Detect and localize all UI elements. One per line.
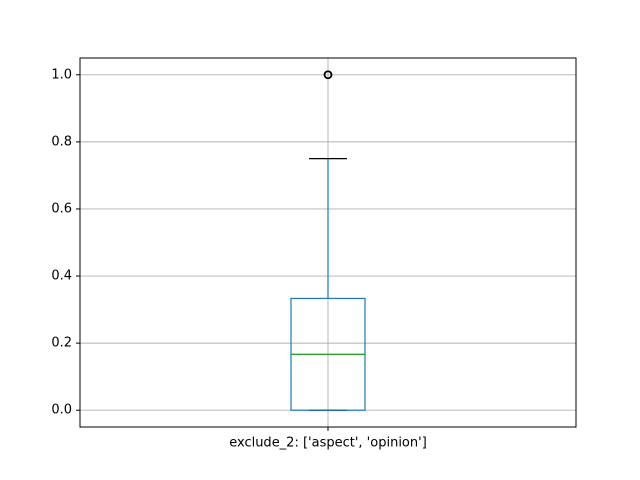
plot-layer xyxy=(290,70,366,411)
y-tick-label: 0.2 xyxy=(51,336,72,351)
y-tick-label: 1.0 xyxy=(51,67,72,82)
y-tick-label: 0.0 xyxy=(51,403,72,418)
axis-layer: 0.0 0.2 0.4 0.6 0.8 1.0 exclude_2: ['aspect', … xyxy=(51,67,426,450)
y-tick-label: 0.6 xyxy=(51,201,72,216)
y-tick-label: 0.8 xyxy=(51,134,72,149)
x-tick-label: exclude_2: ['aspect', 'opinion'] xyxy=(229,436,427,451)
outlier-point xyxy=(323,70,333,80)
y-tick-label: 0.4 xyxy=(51,269,72,284)
